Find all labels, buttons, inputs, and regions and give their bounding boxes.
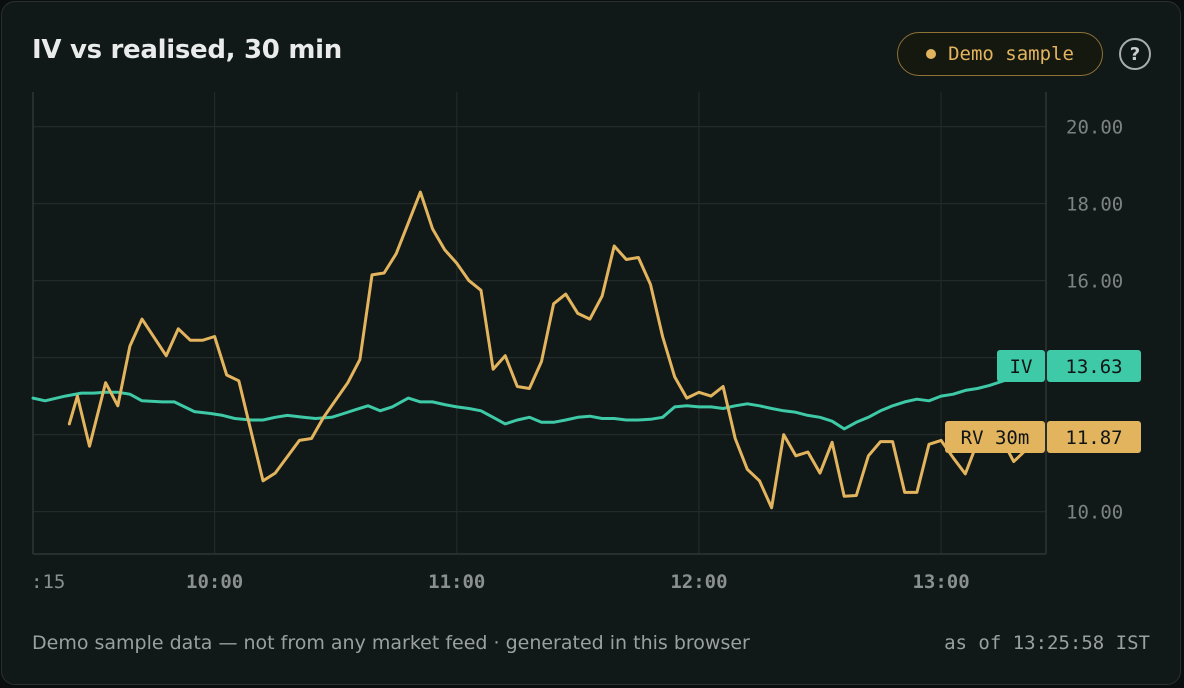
y-tick-label: 20.00 — [1066, 117, 1123, 139]
footer-timestamp: as of 13:25:58 IST — [944, 632, 1150, 654]
series-tag-value-bg — [1047, 421, 1141, 453]
status-dot-icon — [926, 49, 937, 59]
help-glyph: ? — [1129, 43, 1141, 65]
series-tag-value: 11.87 — [1065, 427, 1122, 449]
help-icon[interactable]: ? — [1119, 38, 1151, 70]
footer-note: Demo sample data — not from any market f… — [32, 632, 750, 654]
x-tick-label: 13:00 — [912, 571, 969, 593]
series-line-iv — [31, 370, 1040, 431]
series-tag-name-bg — [945, 421, 1045, 453]
y-tick-label: 18.00 — [1066, 194, 1123, 216]
x-tick-label: :15 — [31, 571, 65, 593]
series-tag-value-bg — [1047, 350, 1141, 382]
demo-sample-label: Demo sample — [948, 43, 1074, 65]
demo-sample-badge[interactable]: Demo sample — [897, 32, 1103, 76]
series-tag-name: RV 30m — [961, 427, 1030, 449]
x-tick-label: 10:00 — [186, 571, 243, 593]
y-tick-label: 10.00 — [1066, 502, 1123, 524]
series-tag-name-bg — [997, 350, 1045, 382]
series-tag-value: 13.63 — [1065, 356, 1122, 378]
series-tag-name: IV — [1010, 356, 1033, 378]
chart-title: IV vs realised, 30 min — [32, 35, 342, 65]
x-tick-label: 12:00 — [670, 571, 727, 593]
x-tick-label: 11:00 — [428, 571, 485, 593]
series-line-rv — [67, 190, 1040, 510]
y-tick-label: 16.00 — [1066, 271, 1123, 293]
